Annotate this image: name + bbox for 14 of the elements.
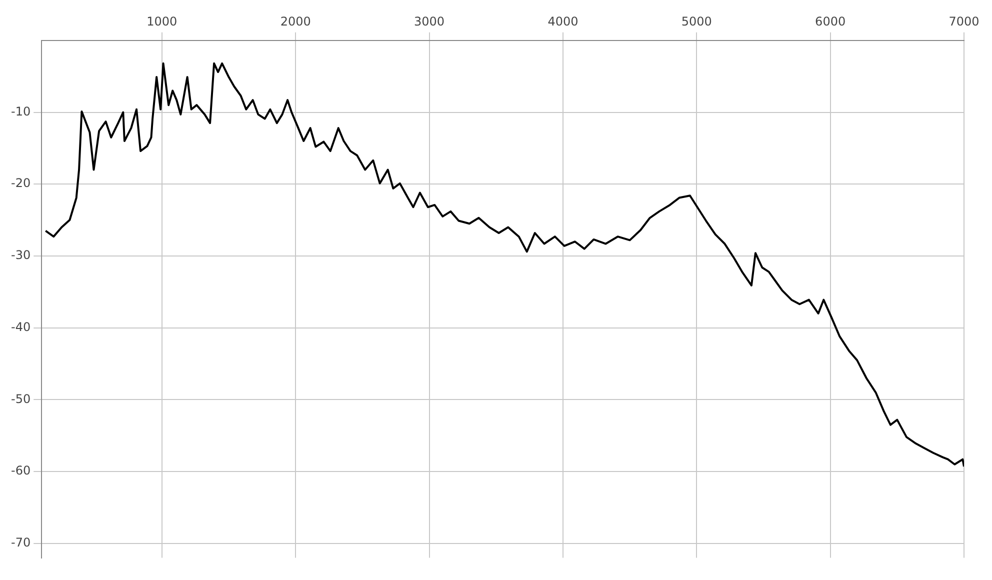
x-tick-label: 5000: [681, 14, 712, 28]
y-tick-label: -70: [10, 536, 31, 550]
x-tick-label: 7000: [948, 14, 980, 28]
y-tick-label: -50: [10, 392, 31, 406]
x-tick-label: 3000: [414, 14, 445, 28]
x-tick-label: 4000: [548, 14, 578, 28]
y-tick-label: -40: [10, 320, 31, 334]
x-tick-label: 2000: [280, 14, 311, 28]
y-tick-label: -10: [10, 104, 31, 118]
y-tick-label: -30: [10, 248, 31, 262]
x-tick-label: 6000: [815, 14, 846, 28]
y-tick-label: -20: [10, 176, 31, 190]
y-tick-label: -60: [10, 464, 31, 478]
x-tick-label: 1000: [146, 14, 178, 28]
